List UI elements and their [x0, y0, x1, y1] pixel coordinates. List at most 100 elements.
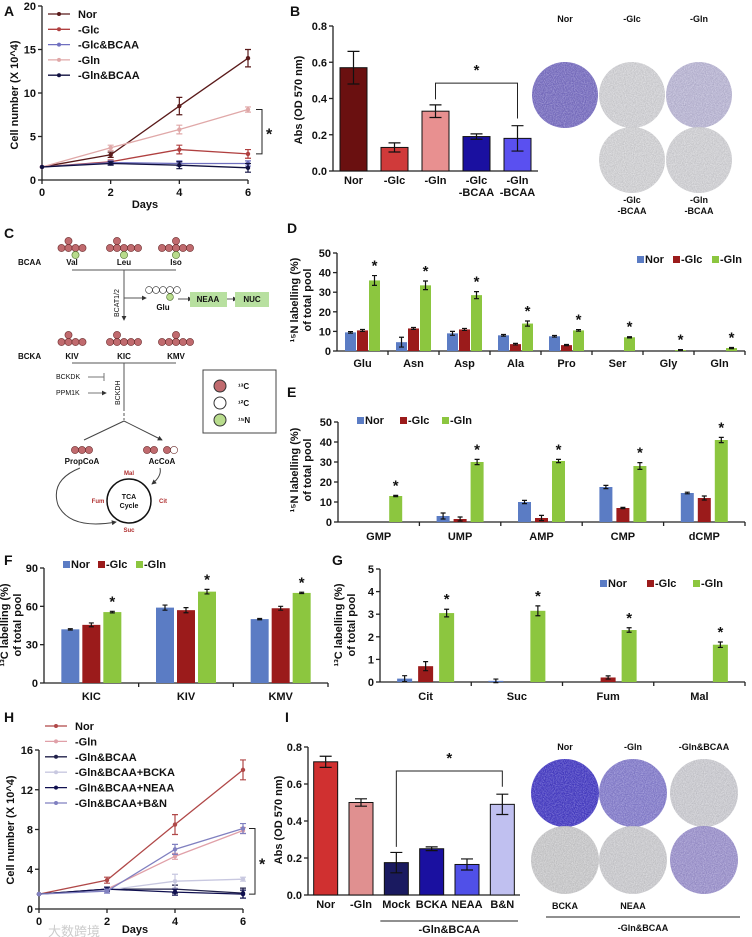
bar — [726, 348, 737, 351]
y-axis-label: ¹³C labelling (%) — [0, 583, 11, 666]
data-point — [104, 888, 110, 894]
legend-label: -Glc — [655, 578, 676, 590]
bar — [408, 328, 419, 351]
carbon-13-atom — [113, 331, 121, 339]
panel-label-a: A — [4, 3, 14, 19]
legend-label: -Gln — [450, 415, 472, 427]
significance-star: * — [204, 571, 210, 588]
data-point — [108, 145, 113, 151]
y-tick-label: 20 — [24, 1, 36, 13]
nitrogen-15-atom — [172, 251, 180, 259]
y-tick-label: 5 — [368, 564, 374, 576]
accoa-label: AcCoA — [149, 457, 176, 466]
carbon-13-atom — [71, 446, 79, 454]
cycle-label: Cycle — [120, 503, 139, 510]
y-tick-label: 0 — [30, 175, 36, 187]
panel-label-g: G — [332, 552, 343, 568]
error-bar — [440, 512, 446, 520]
legend-marker — [54, 785, 58, 790]
bar — [198, 591, 216, 683]
legend-marker — [54, 770, 58, 775]
petri-dish — [531, 759, 599, 827]
error-bar — [425, 846, 438, 852]
legend-label: -Gln — [701, 578, 723, 590]
data-point — [245, 56, 251, 61]
x-axis-label: Days — [132, 199, 158, 211]
y-axis-label: of total pool — [302, 269, 314, 332]
data-point — [177, 163, 182, 168]
error-bar — [539, 514, 544, 522]
bcat-arrow — [72, 269, 176, 320]
carbon-13-atom — [179, 338, 187, 346]
y-tick-label: 10 — [320, 497, 332, 509]
acetyl-atom — [163, 446, 171, 454]
chart-f: 0 30 60 90 ¹³C labelling (%) of total pool KIC… — [0, 559, 329, 703]
petri-dish — [532, 62, 598, 128]
bar — [345, 332, 356, 351]
error-bar — [718, 436, 724, 444]
x-tick-label: GMP — [366, 531, 391, 543]
carbon-13-atom — [165, 338, 173, 346]
bar — [714, 440, 728, 522]
error-bar — [556, 458, 561, 464]
y-tick-label: 40 — [320, 437, 332, 449]
error-bar — [535, 605, 541, 617]
significance-star: * — [109, 593, 115, 610]
carbon-13-atom — [172, 244, 180, 252]
carbon-13-atom — [172, 338, 180, 346]
x-tick-label: -Gln — [350, 899, 372, 911]
error-bar — [525, 320, 530, 327]
x-tick-label: Nor — [344, 175, 364, 187]
bar — [419, 848, 445, 896]
acetyl-atom — [150, 446, 158, 454]
group-label: -Gln&BCAA — [618, 923, 669, 933]
legend-swatch — [600, 580, 607, 587]
error-bar — [627, 336, 632, 339]
series-line — [41, 57, 249, 168]
bar — [292, 592, 311, 683]
y-tick-label: 0 — [27, 904, 33, 916]
legend-marker — [54, 724, 58, 728]
chart-d: 0 10 20 30 40 50 ¹⁵N labelling (%) of total poo… — [289, 248, 746, 370]
legend-swatch — [136, 561, 143, 568]
iso-label: Iso — [170, 258, 182, 267]
error-bar — [474, 291, 479, 300]
bar — [462, 136, 491, 172]
y-tick-label: 0 — [326, 517, 332, 529]
legend-marker — [57, 12, 61, 16]
cit-label: Cit — [159, 499, 167, 505]
x-tick-label: B&N — [490, 899, 514, 911]
y-tick-label: 0.4 — [287, 816, 303, 828]
y-axis-label: Abs (OD 570 nm) — [273, 775, 285, 864]
error-bar — [493, 678, 499, 684]
mal-label: Mal — [124, 471, 134, 477]
ppm1k-label: PPM1K — [56, 390, 80, 397]
significance-star: * — [393, 477, 399, 494]
y-tick-label: 5 — [30, 132, 36, 144]
data-point — [108, 152, 113, 157]
data-point — [177, 103, 182, 109]
carbon-13-atom — [71, 244, 80, 252]
y-tick-label: 2 — [368, 632, 374, 644]
error-bar — [388, 142, 401, 153]
error-bar — [360, 328, 365, 332]
x-tick-label: Asp — [454, 358, 475, 370]
significance-star: * — [299, 574, 305, 591]
bar — [561, 345, 572, 351]
carbon-13-atom — [186, 244, 194, 252]
data-point — [245, 107, 251, 112]
x-tick-label: KIC — [82, 691, 101, 703]
significance-star: * — [525, 303, 531, 320]
error-bar — [522, 499, 527, 505]
carbon-13-atom — [186, 338, 194, 346]
carbon-13-atom — [113, 338, 121, 346]
acetyl-atom — [170, 446, 178, 454]
petri-dish — [670, 826, 738, 894]
c12-legend-icon — [213, 396, 227, 410]
carbon-13-atom — [78, 338, 87, 346]
significance-star: * — [729, 329, 735, 346]
bar — [418, 666, 434, 682]
chart-h: 0 4 8 12 16 Cell number (X 10^4) 0 2 4 6 Days Nor -G… — [5, 721, 266, 936]
carbon-13-atom — [172, 237, 180, 245]
dish-label: Nor — [557, 742, 573, 752]
